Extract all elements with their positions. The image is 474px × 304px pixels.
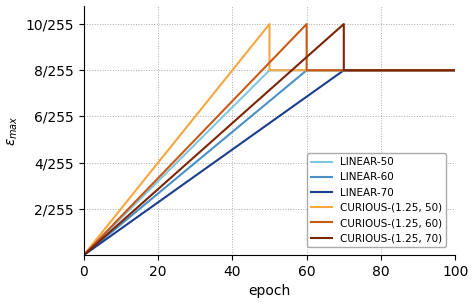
CURIOUS-(1.25, 60) bbox=[304, 22, 310, 26]
LINEAR-70 bbox=[81, 253, 87, 257]
LINEAR-60 bbox=[452, 68, 458, 72]
Legend: LINEAR-50, LINEAR-60, LINEAR-70, CURIOUS-(1.25, 50), CURIOUS-(1.25, 60), CURIOUS: LINEAR-50, LINEAR-60, LINEAR-70, CURIOUS… bbox=[307, 153, 447, 247]
CURIOUS-(1.25, 50) bbox=[81, 253, 87, 257]
CURIOUS-(1.25, 60) bbox=[304, 68, 310, 72]
X-axis label: epoch: epoch bbox=[248, 285, 291, 299]
LINEAR-60 bbox=[81, 253, 87, 257]
LINEAR-70 bbox=[341, 68, 346, 72]
Line: LINEAR-60: LINEAR-60 bbox=[84, 70, 455, 255]
CURIOUS-(1.25, 50) bbox=[267, 22, 273, 26]
CURIOUS-(1.25, 50) bbox=[452, 68, 458, 72]
LINEAR-70 bbox=[452, 68, 458, 72]
CURIOUS-(1.25, 70) bbox=[81, 253, 87, 257]
CURIOUS-(1.25, 60) bbox=[452, 68, 458, 72]
CURIOUS-(1.25, 60) bbox=[81, 253, 87, 257]
CURIOUS-(1.25, 50) bbox=[267, 68, 273, 72]
LINEAR-60 bbox=[304, 68, 310, 72]
LINEAR-50 bbox=[452, 68, 458, 72]
Line: LINEAR-50: LINEAR-50 bbox=[84, 70, 455, 255]
Line: CURIOUS-(1.25, 50): CURIOUS-(1.25, 50) bbox=[84, 24, 455, 255]
Line: CURIOUS-(1.25, 60): CURIOUS-(1.25, 60) bbox=[84, 24, 455, 255]
LINEAR-50 bbox=[267, 68, 273, 72]
CURIOUS-(1.25, 70) bbox=[341, 68, 346, 72]
CURIOUS-(1.25, 70) bbox=[341, 22, 346, 26]
Line: CURIOUS-(1.25, 70): CURIOUS-(1.25, 70) bbox=[84, 24, 455, 255]
LINEAR-50 bbox=[81, 253, 87, 257]
Line: LINEAR-70: LINEAR-70 bbox=[84, 70, 455, 255]
Y-axis label: $\varepsilon_{max}$: $\varepsilon_{max}$ bbox=[6, 115, 20, 146]
CURIOUS-(1.25, 70) bbox=[452, 68, 458, 72]
